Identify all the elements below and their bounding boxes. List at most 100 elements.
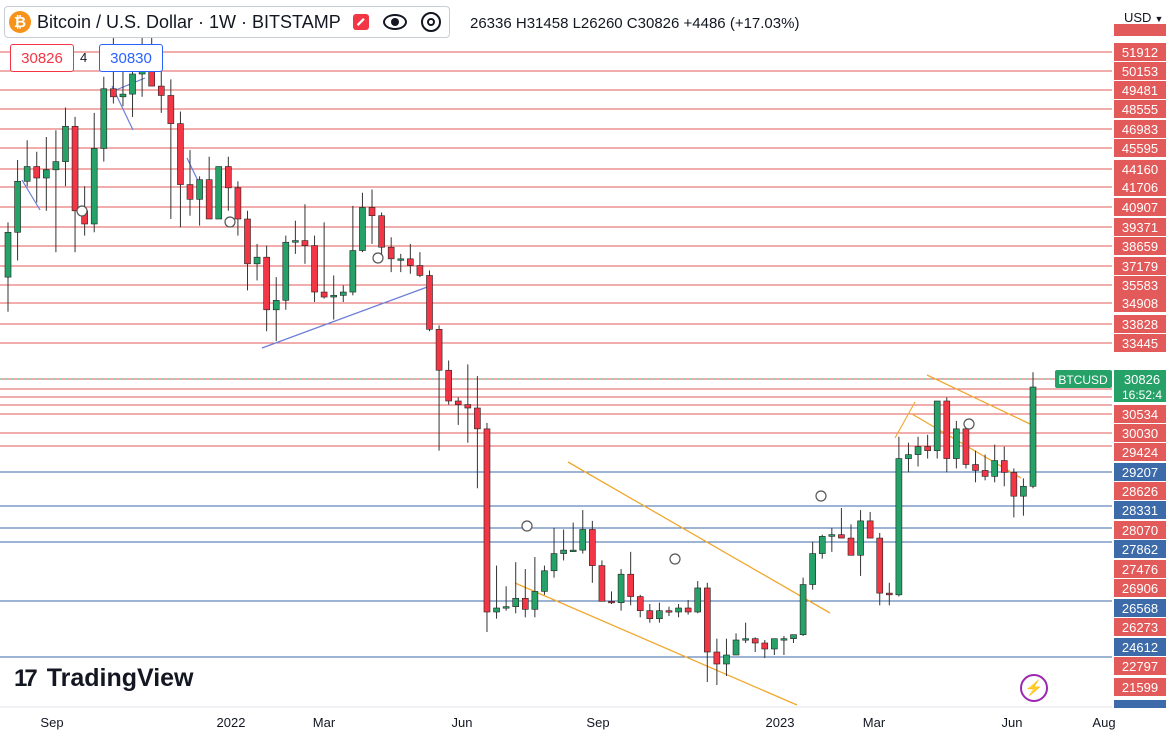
candle <box>378 212 385 256</box>
price-level-label: 38659 <box>1122 239 1158 254</box>
horizontal-levels <box>0 51 1112 658</box>
candle-body <box>435 328 443 371</box>
candle <box>560 529 567 561</box>
candle <box>886 582 893 606</box>
candle <box>407 243 414 274</box>
price-level-label: 28331 <box>1122 503 1158 518</box>
time-axis[interactable] <box>0 708 1112 740</box>
candle <box>416 252 424 278</box>
price-level-label: 27476 <box>1122 562 1158 577</box>
price-level-label: 30030 <box>1122 426 1158 441</box>
candle <box>330 275 338 320</box>
candle-body <box>14 180 21 233</box>
candle-body <box>368 207 376 217</box>
settings-icon[interactable] <box>420 12 441 32</box>
candle <box>100 76 108 162</box>
lightning-icon[interactable]: ⚡ <box>1020 674 1048 702</box>
time-axis-label: Sep <box>40 715 63 730</box>
candle-body <box>493 607 500 613</box>
candle-body <box>771 638 778 650</box>
candle <box>339 285 347 302</box>
price-level-label: 30534 <box>1122 407 1158 422</box>
tradingview-mark-icon: 17 <box>14 664 38 692</box>
candle <box>215 166 223 220</box>
candle-body <box>732 639 740 656</box>
candle <box>972 450 979 483</box>
candle-body <box>100 88 108 149</box>
bitcoin-icon: ₿ <box>9 11 31 33</box>
candle-body <box>397 258 405 261</box>
time-axis-label: 2023 <box>766 715 795 730</box>
candle-body <box>320 291 328 298</box>
candle <box>876 532 884 606</box>
candle-body <box>225 166 232 189</box>
candle-body <box>416 265 424 276</box>
candle-body <box>991 460 998 477</box>
candle <box>665 606 673 616</box>
price-level-tag <box>1114 237 1166 255</box>
candle-body <box>387 246 395 260</box>
price-level-label: 44160 <box>1122 162 1158 177</box>
candle <box>454 397 462 425</box>
candle-body <box>445 369 452 402</box>
event-marker <box>224 216 236 228</box>
candle <box>23 140 31 187</box>
trendline <box>261 285 431 349</box>
candle <box>512 562 520 614</box>
candle-body <box>656 610 663 619</box>
candle <box>397 253 405 273</box>
candle-body <box>349 250 357 293</box>
candle-body <box>857 520 864 556</box>
currency-selector[interactable]: USD ▼ <box>1124 10 1163 25</box>
candle <box>675 604 682 618</box>
candle-body <box>886 592 893 596</box>
price-level-tag <box>1114 24 1166 36</box>
candle <box>541 565 548 595</box>
price-level-tag <box>1114 120 1166 138</box>
candle <box>43 137 50 211</box>
candle-body <box>1000 460 1008 473</box>
candle <box>933 400 941 459</box>
candle-body <box>407 258 414 266</box>
price-level-tag <box>1114 81 1166 99</box>
price-level-tag <box>1114 521 1166 539</box>
time-axis-label: 2022 <box>217 715 246 730</box>
candle <box>387 237 395 273</box>
candle-body <box>282 241 290 301</box>
currency-label: USD <box>1124 10 1152 25</box>
candle <box>694 581 702 614</box>
candle-body <box>876 537 884 594</box>
candle-body <box>636 596 644 611</box>
price-level-tag <box>1114 334 1166 352</box>
candle-body <box>531 591 539 610</box>
symbol-header[interactable]: ₿ Bitcoin / U.S. Dollar · 1W · BITSTAMP <box>4 6 450 38</box>
candle-body <box>962 428 970 465</box>
candle <box>119 66 127 107</box>
eye-icon[interactable] <box>382 14 407 30</box>
event-markers <box>76 205 975 565</box>
current-price-label: 30826 <box>1124 372 1160 387</box>
candle-body <box>914 446 922 455</box>
candle <box>598 560 606 602</box>
candle <box>282 235 290 310</box>
channel-line <box>926 374 1031 425</box>
flag-icon[interactable] <box>352 14 369 30</box>
sell-button[interactable]: 30826 <box>10 44 74 72</box>
time-axis-label: Jun <box>1002 715 1023 730</box>
price-level-tag <box>1114 579 1166 597</box>
candle <box>962 420 970 469</box>
price-level-label: 46983 <box>1122 122 1158 137</box>
candle-body <box>4 231 12 278</box>
candle <box>1029 372 1037 489</box>
chevron-down-icon: ▼ <box>1154 14 1164 24</box>
candle-body <box>474 407 481 430</box>
symbol-title[interactable]: Bitcoin / U.S. Dollar · 1W · BITSTAMP <box>37 11 341 32</box>
candle <box>426 270 433 332</box>
buy-button[interactable]: 30830 <box>99 44 163 72</box>
time-axis-label: Jun <box>452 715 473 730</box>
candle <box>4 222 12 312</box>
